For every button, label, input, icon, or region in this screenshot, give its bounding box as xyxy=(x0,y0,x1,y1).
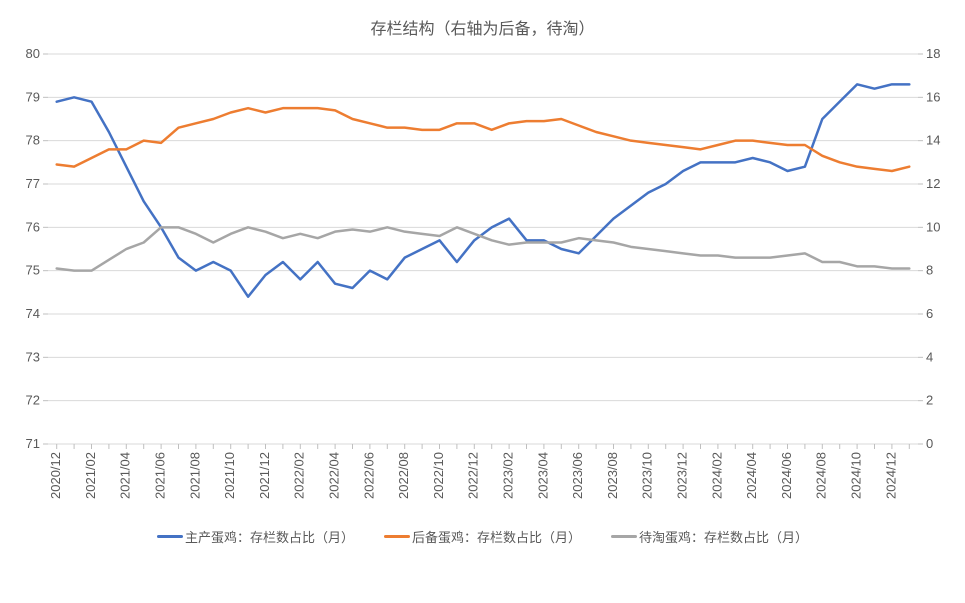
svg-text:2022/10: 2022/10 xyxy=(430,452,445,499)
svg-text:74: 74 xyxy=(25,306,39,321)
svg-text:78: 78 xyxy=(25,133,39,148)
svg-text:2021/08: 2021/08 xyxy=(187,452,202,499)
svg-text:2021/12: 2021/12 xyxy=(256,452,271,499)
svg-text:2023/04: 2023/04 xyxy=(535,452,550,499)
chart-title: 存栏结构（右轴为后备，待淘） xyxy=(0,15,965,39)
svg-text:2024/12: 2024/12 xyxy=(883,452,898,499)
svg-text:2023/08: 2023/08 xyxy=(604,452,619,499)
legend: 主产蛋鸡：存栏数占比（月） 后备蛋鸡：存栏数占比（月） 待淘蛋鸡：存栏数占比（月） xyxy=(0,527,965,546)
svg-text:14: 14 xyxy=(926,133,940,148)
svg-text:76: 76 xyxy=(25,219,39,234)
svg-text:73: 73 xyxy=(25,349,39,364)
svg-text:72: 72 xyxy=(25,393,39,408)
svg-text:80: 80 xyxy=(25,49,39,61)
svg-text:8: 8 xyxy=(926,263,933,278)
legend-item: 主产蛋鸡：存栏数占比（月） xyxy=(157,527,354,546)
legend-label: 后备蛋鸡：存栏数占比（月） xyxy=(412,527,581,546)
legend-label: 待淘蛋鸡：存栏数占比（月） xyxy=(639,527,808,546)
plot-area: 71 72 73 74 75 76 77 78 79 80 0 2 4 6 8 10 12 14 16 18 2020/… xyxy=(3,49,963,519)
svg-text:2022/08: 2022/08 xyxy=(396,452,411,499)
svg-text:75: 75 xyxy=(25,263,39,278)
svg-text:6: 6 xyxy=(926,306,933,321)
chart-svg: 71 72 73 74 75 76 77 78 79 80 0 2 4 6 8 10 12 14 16 18 2020/… xyxy=(3,49,963,514)
svg-text:4: 4 xyxy=(926,349,933,364)
svg-text:2024/04: 2024/04 xyxy=(744,452,759,499)
svg-text:2024/02: 2024/02 xyxy=(709,452,724,499)
svg-text:2022/02: 2022/02 xyxy=(291,452,306,499)
svg-text:2023/06: 2023/06 xyxy=(570,452,585,499)
svg-text:77: 77 xyxy=(25,176,39,191)
svg-text:2024/06: 2024/06 xyxy=(778,452,793,499)
svg-text:2022/06: 2022/06 xyxy=(361,452,376,499)
svg-text:2024/10: 2024/10 xyxy=(848,452,863,499)
svg-text:2: 2 xyxy=(926,393,933,408)
series-line xyxy=(56,108,909,171)
svg-text:18: 18 xyxy=(926,49,940,61)
svg-text:2021/04: 2021/04 xyxy=(117,452,132,499)
legend-swatch xyxy=(157,535,183,538)
svg-text:12: 12 xyxy=(926,176,940,191)
svg-text:2023/02: 2023/02 xyxy=(500,452,515,499)
legend-item: 待淘蛋鸡：存栏数占比（月） xyxy=(611,527,808,546)
svg-text:2020/12: 2020/12 xyxy=(48,452,63,499)
svg-text:16: 16 xyxy=(926,89,940,104)
svg-text:79: 79 xyxy=(25,89,39,104)
svg-text:0: 0 xyxy=(926,436,933,451)
svg-text:2021/10: 2021/10 xyxy=(222,452,237,499)
svg-text:2021/02: 2021/02 xyxy=(82,452,97,499)
svg-text:10: 10 xyxy=(926,219,940,234)
series-line xyxy=(56,84,909,296)
legend-swatch xyxy=(384,535,410,538)
svg-text:2022/04: 2022/04 xyxy=(326,452,341,499)
svg-text:2022/12: 2022/12 xyxy=(465,452,480,499)
legend-swatch xyxy=(611,535,637,538)
legend-label: 主产蛋鸡：存栏数占比（月） xyxy=(185,527,354,546)
chart-container: 存栏结构（右轴为后备，待淘） 71 72 73 74 75 76 77 78 79 80 0 2 4 6 8… xyxy=(0,0,965,603)
svg-text:71: 71 xyxy=(25,436,39,451)
svg-text:2023/10: 2023/10 xyxy=(639,452,654,499)
svg-text:2024/08: 2024/08 xyxy=(813,452,828,499)
svg-text:2023/12: 2023/12 xyxy=(674,452,689,499)
legend-item: 后备蛋鸡：存栏数占比（月） xyxy=(384,527,581,546)
svg-text:2021/06: 2021/06 xyxy=(152,452,167,499)
